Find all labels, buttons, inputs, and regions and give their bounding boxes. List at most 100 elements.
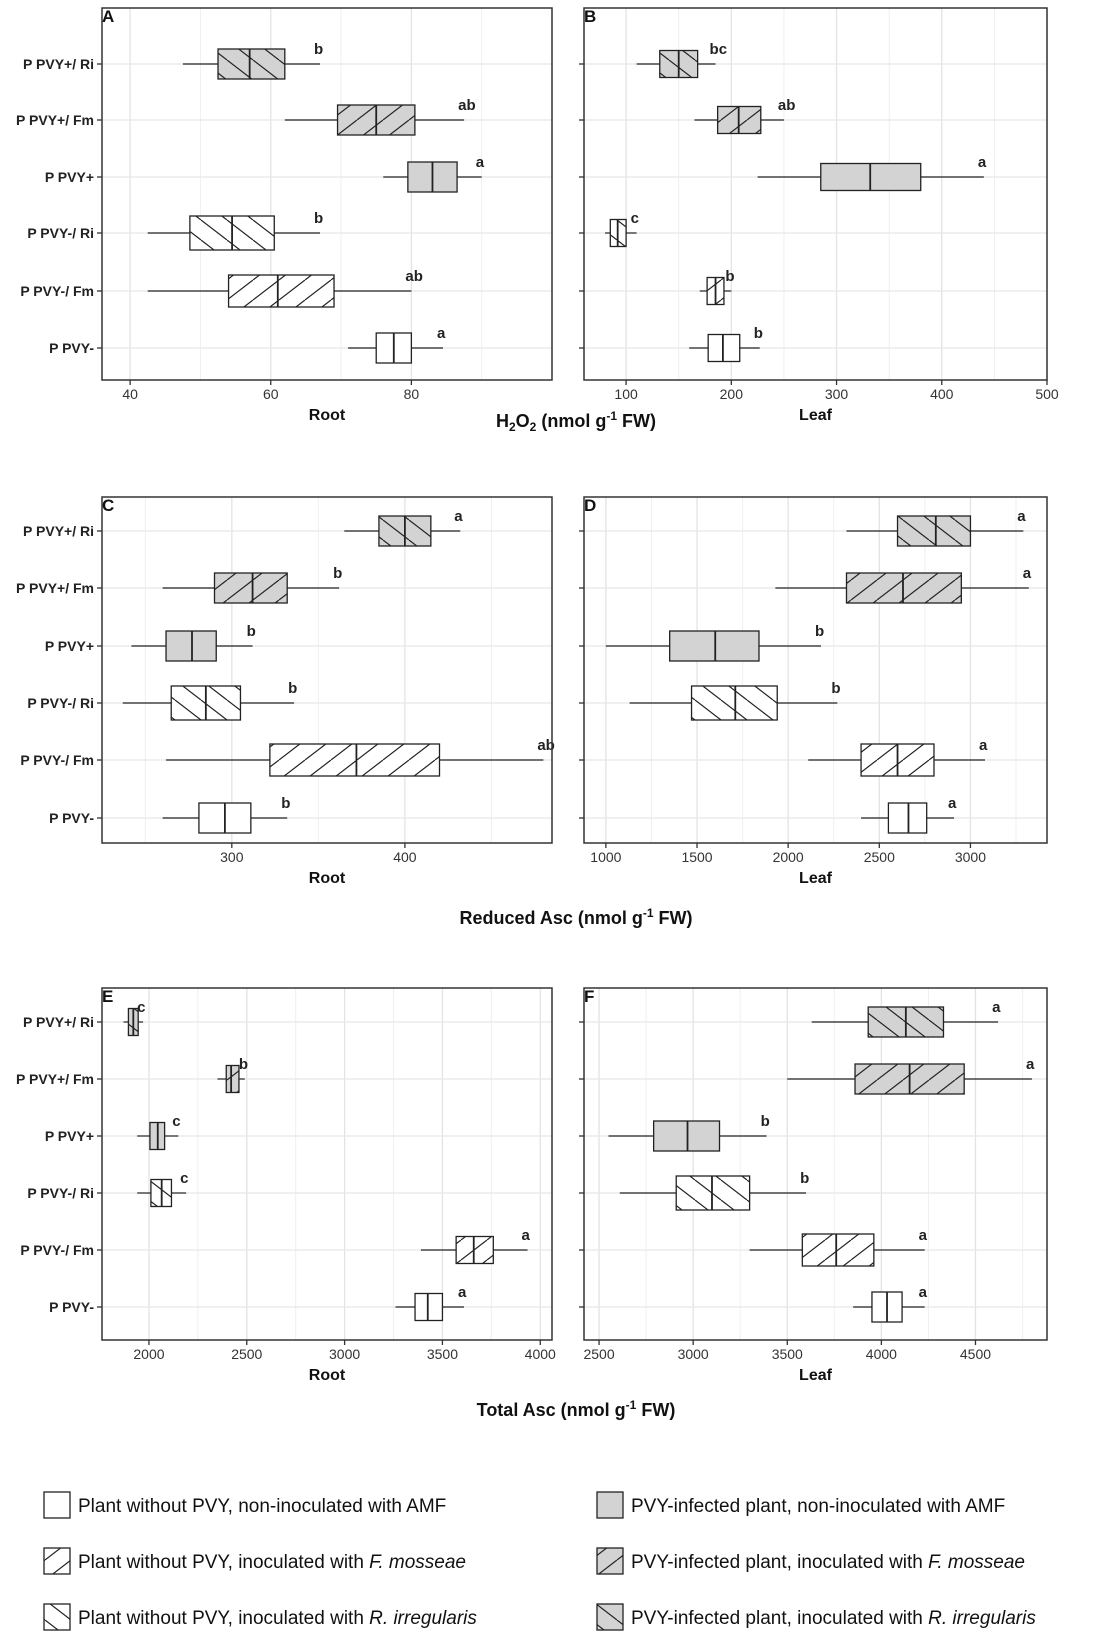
legend-label: PVY-infected plant, inoculated with R. i…: [631, 1608, 1036, 1629]
significance-letter: b: [333, 565, 342, 582]
legend-label: Plant without PVY, inoculated with F. mo…: [78, 1552, 466, 1573]
significance-letter: c: [137, 999, 145, 1016]
y-tick-label: P PVY-: [49, 810, 94, 826]
box-hatch: [846, 573, 962, 603]
box-ppvy-fm: a: [808, 737, 988, 777]
box-ppvy-fm: ab: [147, 268, 423, 308]
box-outline: [269, 743, 441, 777]
box-ppvy+ri: a: [344, 508, 463, 547]
box-ppvy+fm: a: [775, 565, 1032, 604]
significance-letter: ab: [458, 97, 476, 114]
legend-swatch-hatch: [44, 1548, 70, 1574]
box-ppvy-: a: [861, 795, 957, 834]
legend-label: PVY-infected plant, inoculated with F. m…: [631, 1552, 1025, 1573]
box-ppvy+ri: a: [846, 508, 1026, 547]
box-outline: [675, 1175, 751, 1211]
box-ppvy-ri: c: [605, 210, 639, 248]
significance-letter: b: [815, 623, 824, 640]
plot-frame: [101, 7, 553, 381]
box-outline: [213, 572, 288, 604]
x-tick-label: 40: [122, 386, 138, 402]
y-tick-label: P PVY+: [45, 638, 94, 654]
box-hatch: [226, 1065, 239, 1093]
significance-letter: a: [522, 1227, 531, 1244]
y-tick-label: P PVY+: [45, 169, 94, 185]
y-tick-label: P PVY-/ Fm: [20, 1242, 94, 1258]
plot-frame: [101, 987, 553, 1341]
y-tick-label: P PVY+: [45, 1128, 94, 1144]
x-axis-label: Leaf: [799, 1367, 833, 1384]
box-ppvy-: b: [162, 795, 290, 834]
x-tick-label: 80: [404, 386, 420, 402]
box-outline: [414, 1292, 444, 1322]
x-axis-label: Root: [309, 407, 346, 424]
legend-item: PVY-infected plant, non-inoculated with …: [596, 1491, 1005, 1519]
box-ppvy+: b: [131, 623, 256, 662]
box-outline: [227, 274, 335, 308]
panel-label: B: [584, 7, 596, 26]
plot-frame: [101, 496, 553, 844]
box-outline: [652, 1120, 721, 1152]
y-tick-label: P PVY-/ Fm: [20, 752, 94, 768]
significance-letter: b: [281, 795, 290, 812]
panel-label: A: [102, 7, 114, 26]
plot-background: [102, 988, 552, 1340]
box-hatch: [218, 49, 285, 79]
x-tick-label: 2500: [864, 849, 895, 865]
y-tick-label: P PVY-: [49, 340, 94, 356]
box-ppvy+ri: a: [811, 999, 1001, 1038]
y-tick-label: P PVY-/ Ri: [27, 695, 94, 711]
panel-label: F: [584, 987, 594, 1006]
box-outline: [690, 685, 778, 721]
significance-letter: b: [800, 1170, 809, 1187]
panel-label: E: [102, 987, 113, 1006]
y-tick-label: P PVY+/ Fm: [16, 112, 94, 128]
box-fill: [669, 631, 759, 661]
box-hatch: [228, 275, 335, 307]
significance-letter: a: [992, 999, 1001, 1016]
legend-swatch-outline: [43, 1547, 71, 1575]
legend-swatch-hatch: [44, 1604, 70, 1630]
box-outline: [896, 515, 972, 547]
x-tick-label: 500: [1035, 386, 1059, 402]
row-title: H2O2 (nmol g-1 FW): [496, 409, 656, 434]
significance-letter: ab: [405, 268, 423, 285]
x-tick-label: 2000: [133, 1346, 164, 1362]
legend-swatch-outline: [596, 1547, 624, 1575]
box-outline: [669, 630, 760, 662]
box-ppvy+: b: [608, 1113, 770, 1152]
x-tick-label: 1000: [590, 849, 621, 865]
x-tick-label: 2000: [773, 849, 804, 865]
box-ppvy+fm: ab: [284, 97, 476, 136]
x-axis-label: Leaf: [799, 870, 833, 887]
box-ppvy+ri: c: [123, 999, 145, 1037]
legend-label: PVY-infected plant, non-inoculated with …: [631, 1496, 1005, 1517]
significance-letter: b: [761, 1113, 770, 1130]
box-ppvy+: c: [137, 1113, 181, 1151]
panel-E: c b c c a a 2000 2500 3000 3500 4000 P PVY+/ Ri P PV…: [16, 987, 556, 1384]
plot-frame: [583, 7, 1048, 381]
significance-letter: b: [247, 623, 256, 640]
legend-swatch-outline: [596, 1491, 624, 1519]
x-tick-label: 200: [720, 386, 744, 402]
box-ppvy-fm: b: [699, 268, 734, 306]
box-ppvy-: b: [689, 325, 763, 363]
significance-letter: ab: [537, 737, 555, 754]
box-ppvy-ri: b: [619, 1170, 809, 1211]
legend-swatch-fill: [597, 1492, 623, 1518]
significance-letter: a: [437, 325, 446, 342]
box-fill: [653, 1121, 720, 1151]
significance-letter: a: [978, 154, 987, 171]
box-hatch: [897, 516, 971, 546]
x-axis-label: Leaf: [799, 407, 833, 424]
x-tick-label: 3000: [955, 849, 986, 865]
x-tick-label: 100: [614, 386, 638, 402]
row-title: Reduced Asc (nmol g-1 FW): [459, 906, 692, 928]
plot-background: [102, 497, 552, 843]
y-tick-label: P PVY-: [49, 1299, 94, 1315]
y-tick-label: P PVY+/ Fm: [16, 1071, 94, 1087]
x-tick-label: 3000: [678, 1346, 709, 1362]
box-hatch: [691, 686, 778, 720]
box-outline: [217, 48, 286, 80]
